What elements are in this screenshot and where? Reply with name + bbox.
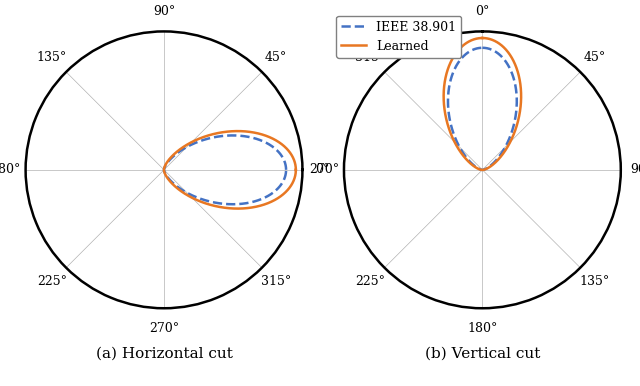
Legend: IEEE 38.901, Learned: IEEE 38.901, Learned — [337, 15, 461, 58]
Title: (b) Vertical cut: (b) Vertical cut — [425, 347, 540, 361]
Title: (a) Horizontal cut: (a) Horizontal cut — [95, 347, 232, 361]
